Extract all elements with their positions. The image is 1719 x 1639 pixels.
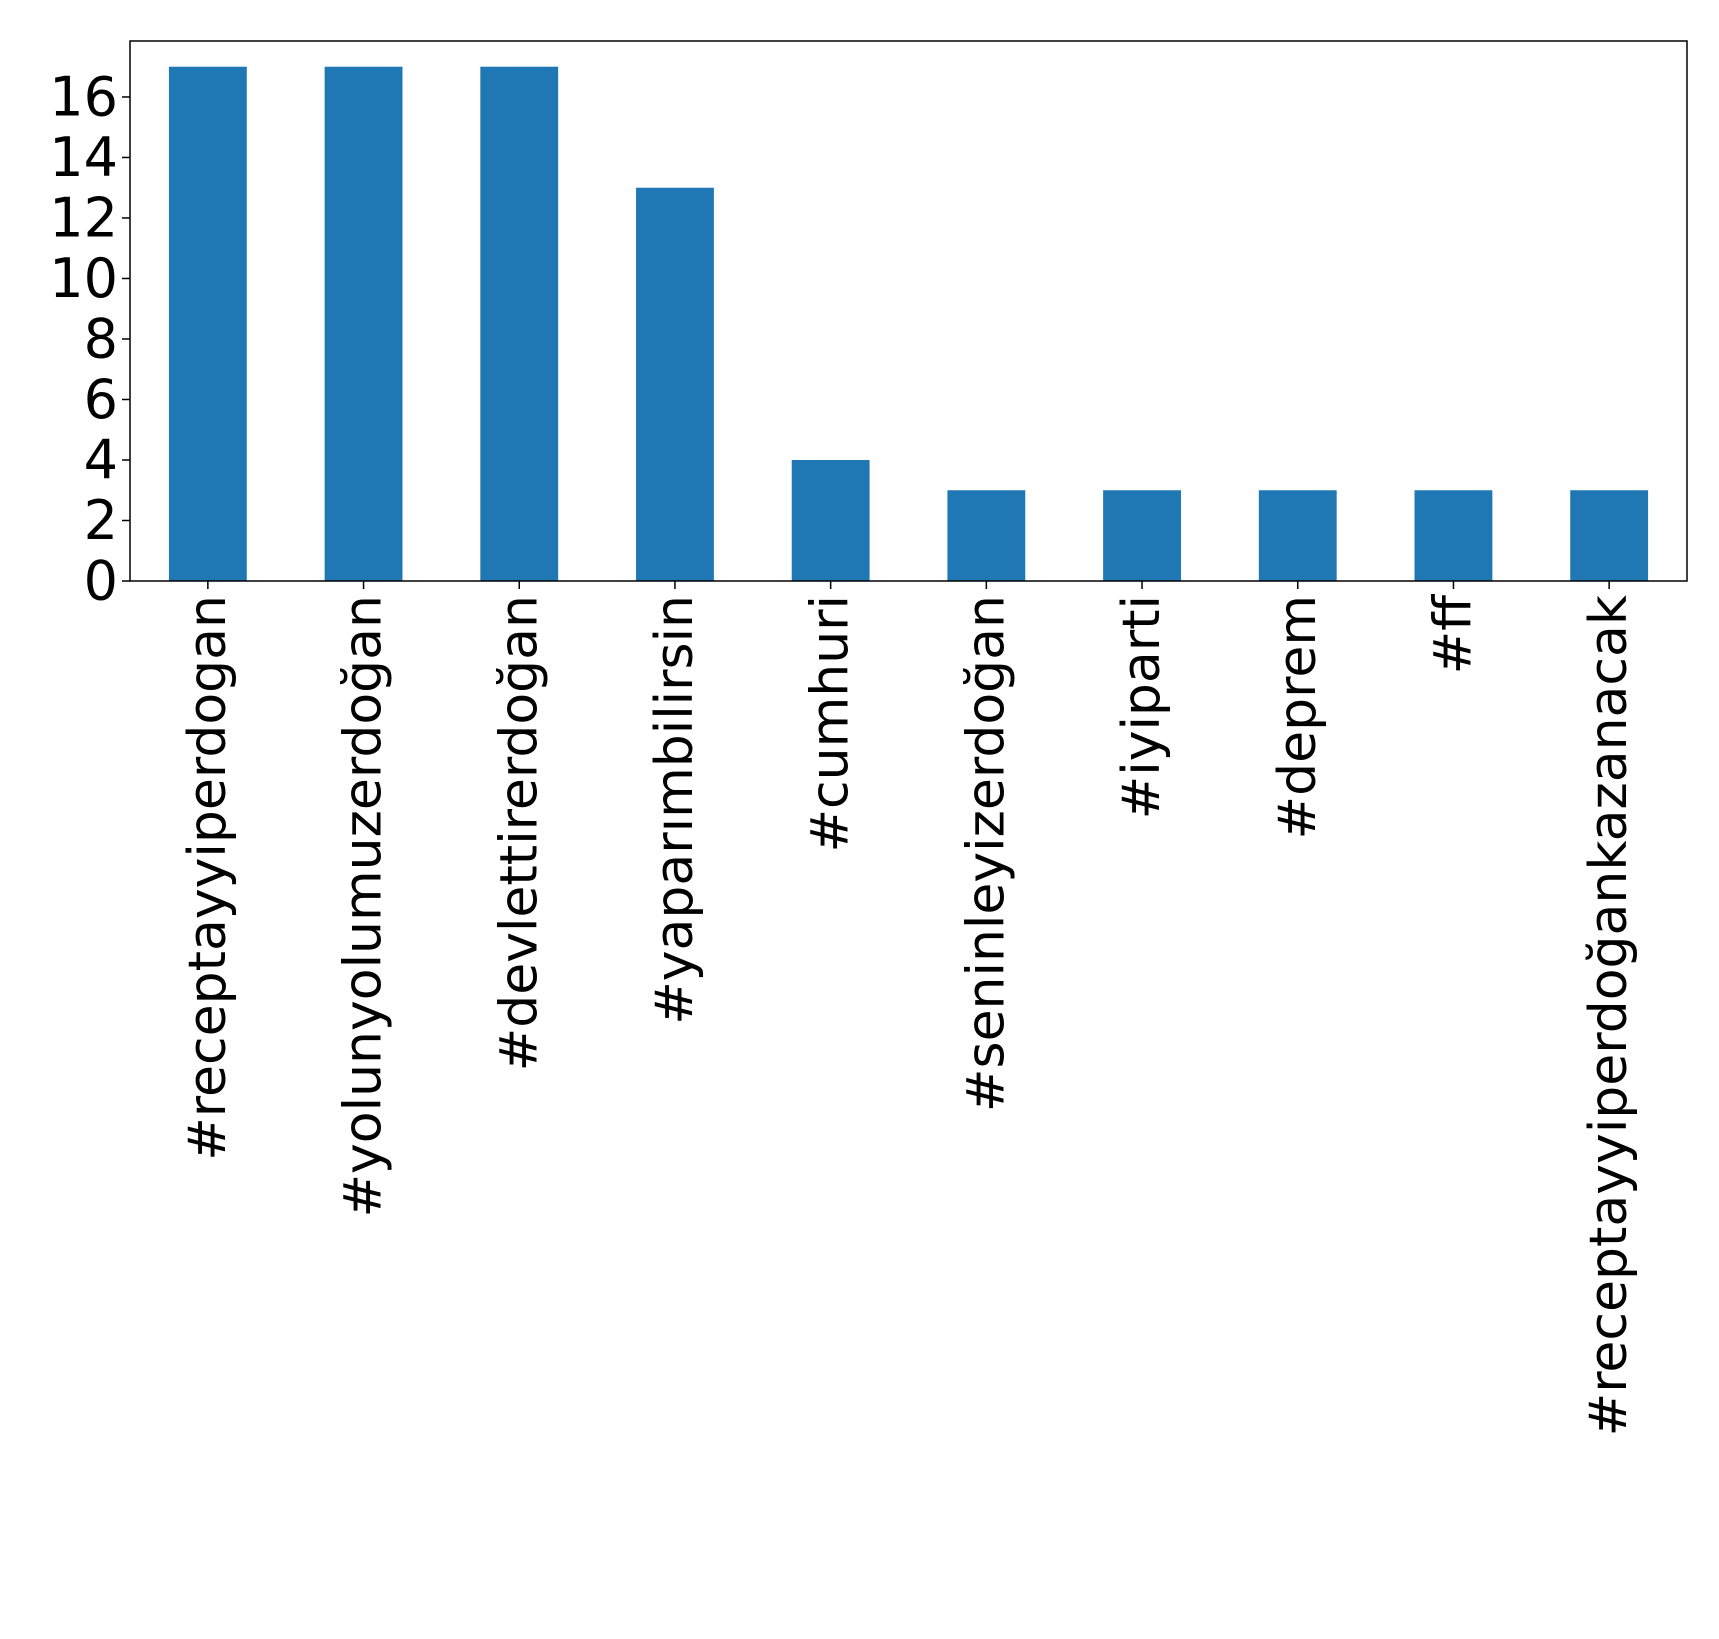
x-tick-label: #receptayyiperdogan [178,595,238,1161]
x-tick-label: #receptayyiperdoğankazanacak [1579,595,1639,1436]
bar [791,459,870,581]
x-tick-label: #yaparımbilirsin [645,595,705,1025]
y-tick-label: 2 [84,489,118,552]
y-tick-label: 12 [49,186,118,249]
y-tick-label: 4 [84,428,118,491]
plot-frame [129,40,1688,582]
bar [1414,490,1493,581]
x-tick-label: #iyiparti [1112,595,1172,819]
bar [1258,490,1337,581]
y-tick-label: 16 [49,65,118,128]
bar [168,66,247,581]
x-tick-label: #cumhuri [801,595,861,853]
y-tick-label: 6 [84,368,118,431]
y-tick-label: 8 [84,307,118,370]
bar [324,66,403,581]
bar [1570,490,1649,581]
x-tick-label: #seninleyizerdoğan [956,595,1016,1112]
y-tick-label: 14 [49,126,118,189]
bar [947,490,1026,581]
bar [480,66,559,581]
x-tick-label: #devlettirerdoğan [489,595,549,1071]
x-tick-label: #deprem [1268,595,1328,839]
y-tick-label: 0 [84,550,118,613]
bars-group [168,66,1649,581]
y-tick-label: 10 [49,247,118,310]
bar [1103,490,1181,581]
x-tick-label: #ff [1423,594,1483,675]
x-tick-label: #yolunyolumuzerdoğan [334,595,394,1218]
bar [636,187,714,581]
x-axis-ticks: #receptayyiperdogan #yolunyolumuzerdoğan #… [178,581,1639,1436]
